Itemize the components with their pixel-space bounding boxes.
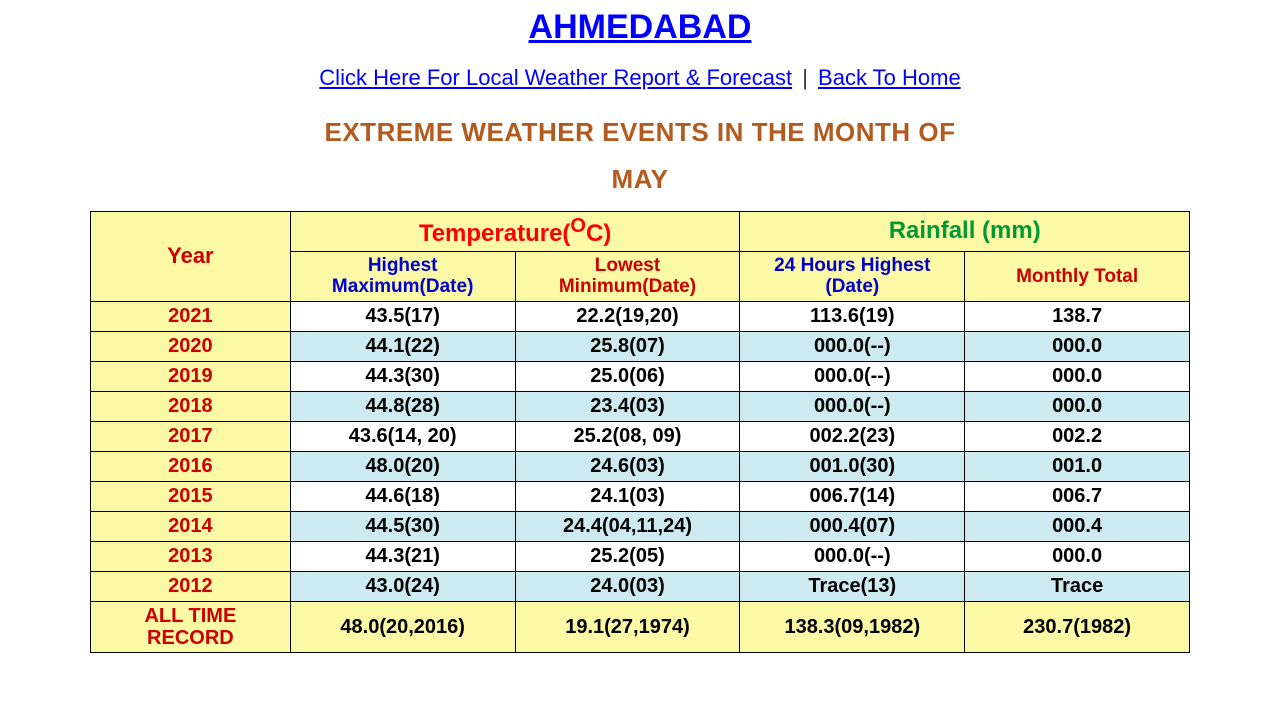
- header-lowest-min-l1: Lowest: [595, 255, 660, 276]
- data-cell: 24.6(03): [515, 452, 740, 482]
- table-row: 202044.1(22)25.8(07)000.0(--)000.0: [91, 332, 1190, 362]
- data-cell: 138.7: [965, 302, 1190, 332]
- data-cell: 002.2(23): [740, 422, 965, 452]
- data-cell: 44.6(18): [290, 482, 515, 512]
- year-cell: 2015: [91, 482, 291, 512]
- all-time-data-cell: 48.0(20,2016): [290, 602, 515, 653]
- table-row: 201444.5(30)24.4(04,11,24)000.4(07)000.4: [91, 512, 1190, 542]
- data-cell: 000.0(--): [740, 392, 965, 422]
- header-temperature-text: Temperature(: [419, 220, 571, 247]
- weather-table: Year Temperature(OC) Rainfall (mm) Highe…: [90, 211, 1190, 654]
- data-cell: 44.3(30): [290, 362, 515, 392]
- data-cell: 48.0(20): [290, 452, 515, 482]
- data-cell: Trace: [965, 572, 1190, 602]
- year-cell: 2019: [91, 362, 291, 392]
- header-year: Year: [91, 211, 291, 302]
- year-cell: 2020: [91, 332, 291, 362]
- header-lowest-min: Lowest Minimum(Date): [515, 251, 740, 302]
- year-cell: 2013: [91, 542, 291, 572]
- header-rainfall: Rainfall (mm): [740, 211, 1190, 251]
- table-row: 201648.0(20)24.6(03)001.0(30)001.0: [91, 452, 1190, 482]
- data-cell: Trace(13): [740, 572, 965, 602]
- year-cell: 2021: [91, 302, 291, 332]
- table-row: 201743.6(14, 20)25.2(08, 09)002.2(23)002…: [91, 422, 1190, 452]
- data-cell: 44.1(22): [290, 332, 515, 362]
- all-time-label: ALL TIMERECORD: [91, 602, 291, 653]
- data-cell: 000.4(07): [740, 512, 965, 542]
- header-temperature-tail: C): [586, 220, 611, 247]
- all-time-data-cell: 138.3(09,1982): [740, 602, 965, 653]
- all-time-data-cell: 230.7(1982): [965, 602, 1190, 653]
- header-highest-max-l2: Maximum(Date): [332, 276, 473, 297]
- sub-links-bar: Click Here For Local Weather Report & Fo…: [0, 65, 1280, 91]
- data-cell: 000.4: [965, 512, 1190, 542]
- data-cell: 006.7: [965, 482, 1190, 512]
- header-temperature-sup: O: [570, 215, 586, 237]
- back-home-link[interactable]: Back To Home: [818, 65, 961, 90]
- header-24h-highest: 24 Hours Highest (Date): [740, 251, 965, 302]
- year-cell: 2016: [91, 452, 291, 482]
- data-cell: 001.0: [965, 452, 1190, 482]
- year-cell: 2014: [91, 512, 291, 542]
- year-cell: 2017: [91, 422, 291, 452]
- table-row: 201344.3(21)25.2(05)000.0(--)000.0: [91, 542, 1190, 572]
- data-cell: 006.7(14): [740, 482, 965, 512]
- table-body: 202143.5(17)22.2(19,20)113.6(19)138.7202…: [91, 302, 1190, 653]
- table-row: 202143.5(17)22.2(19,20)113.6(19)138.7: [91, 302, 1190, 332]
- header-temperature: Temperature(OC): [290, 211, 740, 251]
- city-title-link[interactable]: AHMEDABAD: [529, 8, 752, 47]
- data-cell: 25.0(06): [515, 362, 740, 392]
- header-lowest-min-l2: Minimum(Date): [559, 276, 696, 297]
- year-cell: 2012: [91, 572, 291, 602]
- table-row: 201944.3(30)25.0(06)000.0(--)000.0: [91, 362, 1190, 392]
- link-separator: |: [802, 65, 808, 90]
- year-cell: 2018: [91, 392, 291, 422]
- header-24h-l2: (Date): [825, 276, 879, 297]
- data-cell: 25.8(07): [515, 332, 740, 362]
- data-cell: 43.5(17): [290, 302, 515, 332]
- data-cell: 000.0: [965, 542, 1190, 572]
- section-heading-line2: MAY: [612, 164, 669, 194]
- header-highest-max-l1: Highest: [368, 255, 438, 276]
- data-cell: 000.0(--): [740, 542, 965, 572]
- data-cell: 000.0: [965, 362, 1190, 392]
- data-cell: 22.2(19,20): [515, 302, 740, 332]
- data-cell: 113.6(19): [740, 302, 965, 332]
- data-cell: 44.5(30): [290, 512, 515, 542]
- table-row: 201544.6(18)24.1(03)006.7(14)006.7: [91, 482, 1190, 512]
- data-cell: 43.0(24): [290, 572, 515, 602]
- page-container: AHMEDABAD Click Here For Local Weather R…: [0, 0, 1280, 653]
- data-cell: 24.4(04,11,24): [515, 512, 740, 542]
- all-time-row: ALL TIMERECORD48.0(20,2016)19.1(27,1974)…: [91, 602, 1190, 653]
- all-time-data-cell: 19.1(27,1974): [515, 602, 740, 653]
- data-cell: 24.0(03): [515, 572, 740, 602]
- data-cell: 44.8(28): [290, 392, 515, 422]
- table-row: 201243.0(24)24.0(03)Trace(13)Trace: [91, 572, 1190, 602]
- section-heading-line1: EXTREME WEATHER EVENTS IN THE MONTH OF: [325, 117, 956, 147]
- data-cell: 001.0(30): [740, 452, 965, 482]
- data-cell: 44.3(21): [290, 542, 515, 572]
- header-highest-max: Highest Maximum(Date): [290, 251, 515, 302]
- data-cell: 000.0: [965, 332, 1190, 362]
- table-head: Year Temperature(OC) Rainfall (mm) Highe…: [91, 211, 1190, 302]
- data-cell: 000.0(--): [740, 332, 965, 362]
- section-heading: EXTREME WEATHER EVENTS IN THE MONTH OF M…: [0, 109, 1280, 203]
- data-cell: 23.4(03): [515, 392, 740, 422]
- data-cell: 24.1(03): [515, 482, 740, 512]
- header-24h-l1: 24 Hours Highest: [774, 255, 930, 276]
- data-cell: 000.0: [965, 392, 1190, 422]
- table-row: 201844.8(28)23.4(03)000.0(--)000.0: [91, 392, 1190, 422]
- data-cell: 25.2(05): [515, 542, 740, 572]
- data-cell: 002.2: [965, 422, 1190, 452]
- data-cell: 43.6(14, 20): [290, 422, 515, 452]
- data-cell: 25.2(08, 09): [515, 422, 740, 452]
- local-weather-link[interactable]: Click Here For Local Weather Report & Fo…: [319, 65, 792, 90]
- data-cell: 000.0(--): [740, 362, 965, 392]
- header-monthly-total: Monthly Total: [965, 251, 1190, 302]
